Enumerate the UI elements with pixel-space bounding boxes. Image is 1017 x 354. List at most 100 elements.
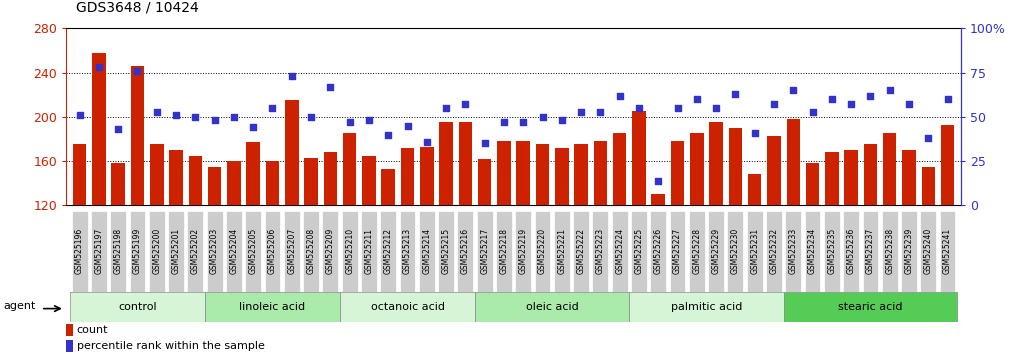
Text: percentile rank within the sample: percentile rank within the sample — [77, 341, 264, 351]
Text: GSM525203: GSM525203 — [211, 228, 219, 274]
Point — [746, 130, 763, 136]
Bar — [863, 144, 877, 205]
Point — [669, 105, 685, 111]
Text: GSM525231: GSM525231 — [751, 228, 759, 274]
Text: GSM525230: GSM525230 — [731, 228, 740, 274]
Bar — [458, 211, 473, 292]
Point — [187, 114, 203, 120]
Text: GDS3648 / 10424: GDS3648 / 10424 — [76, 0, 199, 14]
Bar — [727, 211, 743, 292]
Text: stearic acid: stearic acid — [838, 302, 903, 312]
Bar — [187, 211, 203, 292]
Bar — [728, 128, 742, 205]
Bar — [438, 211, 454, 292]
Bar — [786, 119, 800, 205]
Text: count: count — [77, 325, 109, 335]
Bar — [380, 211, 396, 292]
Bar — [535, 211, 550, 292]
Point — [303, 114, 319, 120]
Bar — [381, 169, 395, 205]
Text: GSM525211: GSM525211 — [364, 228, 373, 274]
Text: GSM525228: GSM525228 — [693, 228, 702, 274]
Text: control: control — [118, 302, 157, 312]
Point — [71, 112, 87, 118]
Point — [129, 68, 145, 74]
Bar — [362, 155, 375, 205]
Bar — [594, 141, 607, 205]
Bar — [205, 292, 340, 322]
Text: GSM525225: GSM525225 — [635, 228, 644, 274]
Bar — [652, 194, 665, 205]
Bar — [323, 152, 337, 205]
Bar — [825, 152, 839, 205]
Text: GSM525220: GSM525220 — [538, 228, 547, 274]
Bar — [883, 133, 896, 205]
Bar — [708, 211, 724, 292]
Point — [804, 109, 821, 114]
Point — [458, 102, 474, 107]
Bar — [66, 340, 73, 353]
Bar — [401, 148, 414, 205]
Bar — [747, 174, 762, 205]
Point — [380, 132, 397, 137]
Text: GSM525233: GSM525233 — [789, 228, 797, 274]
Point — [882, 87, 898, 93]
Bar — [613, 133, 626, 205]
Text: GSM525199: GSM525199 — [133, 228, 142, 274]
Bar — [575, 144, 588, 205]
Bar — [921, 167, 935, 205]
Bar — [73, 144, 86, 205]
Bar — [264, 211, 281, 292]
Point — [226, 114, 242, 120]
Text: GSM525239: GSM525239 — [904, 228, 913, 274]
Bar — [785, 211, 801, 292]
Bar — [151, 144, 164, 205]
Bar — [475, 292, 630, 322]
Text: GSM525226: GSM525226 — [654, 228, 663, 274]
Text: GSM525240: GSM525240 — [923, 228, 933, 274]
Point — [206, 118, 223, 123]
Text: GSM525207: GSM525207 — [287, 228, 296, 274]
Bar — [110, 211, 126, 292]
Point — [689, 96, 705, 102]
Bar — [71, 211, 87, 292]
Bar — [400, 211, 415, 292]
Point — [592, 109, 608, 114]
Point — [573, 109, 589, 114]
Point — [419, 139, 435, 144]
Text: agent: agent — [3, 301, 36, 310]
Bar — [361, 211, 377, 292]
Point — [862, 93, 879, 98]
Point — [631, 105, 647, 111]
Text: GSM525210: GSM525210 — [345, 228, 354, 274]
Text: GSM525223: GSM525223 — [596, 228, 605, 274]
Bar — [784, 292, 957, 322]
Point — [148, 109, 165, 114]
Point — [940, 96, 956, 102]
Bar — [148, 211, 165, 292]
Point — [496, 119, 513, 125]
Point — [322, 84, 339, 90]
Bar — [669, 211, 685, 292]
Bar — [709, 122, 723, 205]
Text: GSM525235: GSM525235 — [828, 228, 836, 274]
Bar — [91, 211, 107, 292]
Text: GSM525224: GSM525224 — [615, 228, 624, 274]
Text: GSM525200: GSM525200 — [153, 228, 162, 274]
Point — [650, 178, 666, 183]
Text: GSM525201: GSM525201 — [172, 228, 181, 274]
Text: GSM525204: GSM525204 — [230, 228, 238, 274]
Bar — [804, 211, 821, 292]
Text: GSM525197: GSM525197 — [95, 228, 104, 274]
Point — [245, 125, 261, 130]
Bar — [554, 211, 570, 292]
Bar — [303, 211, 319, 292]
Bar — [843, 211, 859, 292]
Bar — [824, 211, 840, 292]
Point — [553, 118, 570, 123]
Text: oleic acid: oleic acid — [526, 302, 579, 312]
Point — [438, 105, 455, 111]
Bar — [633, 111, 646, 205]
Point — [91, 64, 107, 70]
Text: GSM525198: GSM525198 — [114, 228, 123, 274]
